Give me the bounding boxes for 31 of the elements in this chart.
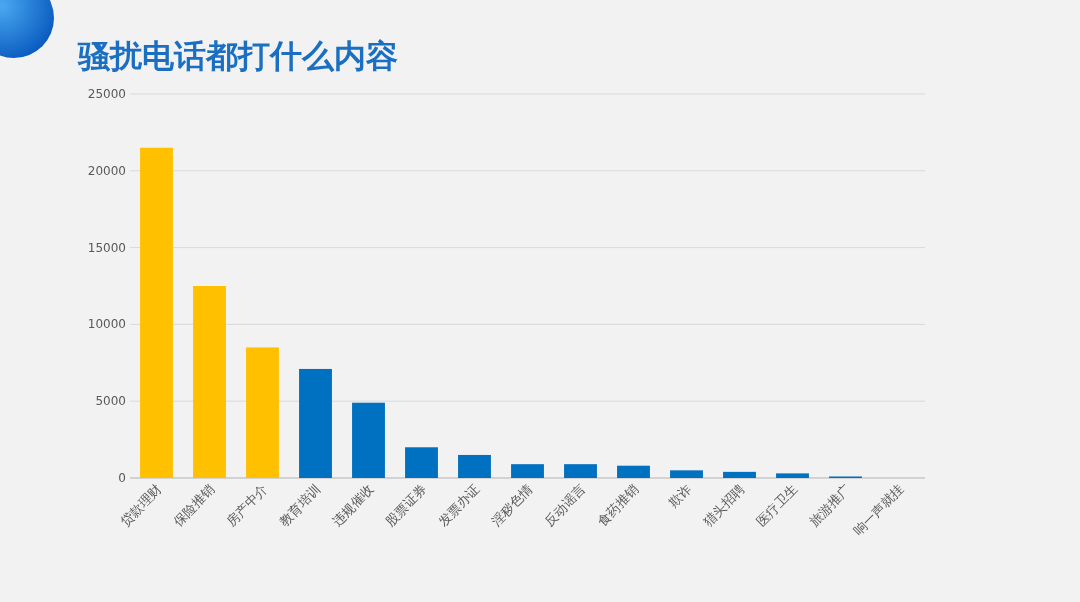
x-tick-label: 发票办证	[435, 481, 483, 529]
y-tick-label: 10000	[87, 317, 126, 332]
bar	[246, 347, 279, 478]
x-tick-label: 猎头招聘	[700, 481, 748, 529]
x-tick-label: 食药推销	[594, 481, 642, 529]
x-tick-label: 欺诈	[665, 481, 695, 511]
chart-title: 骚扰电话都打什么内容	[77, 37, 398, 75]
x-tick-label: 违规催收	[329, 481, 377, 529]
bar	[299, 368, 332, 478]
bar	[776, 473, 809, 478]
bar	[723, 471, 756, 478]
x-tick-label: 股票证券	[382, 481, 430, 529]
x-tick-label: 医疗卫生	[753, 481, 801, 529]
bar	[458, 454, 491, 478]
x-tick-label: 保险推销	[170, 481, 218, 529]
x-tick-label: 房产中介	[223, 481, 271, 529]
y-tick-label: 5000	[95, 394, 126, 409]
y-tick-label: 25000	[87, 87, 126, 101]
bar	[405, 447, 438, 478]
bar	[617, 465, 650, 478]
bar	[511, 464, 544, 478]
x-tick-label: 反动谣言	[541, 481, 589, 529]
x-tick-label: 淫秽色情	[488, 481, 536, 529]
bar	[564, 464, 597, 478]
x-tick-label: 教育培训	[276, 481, 324, 529]
y-tick-label: 20000	[87, 163, 126, 178]
bar	[193, 286, 226, 478]
bar	[352, 402, 385, 478]
bar	[670, 470, 703, 478]
y-tick-label: 15000	[87, 240, 126, 255]
bar	[140, 147, 173, 478]
